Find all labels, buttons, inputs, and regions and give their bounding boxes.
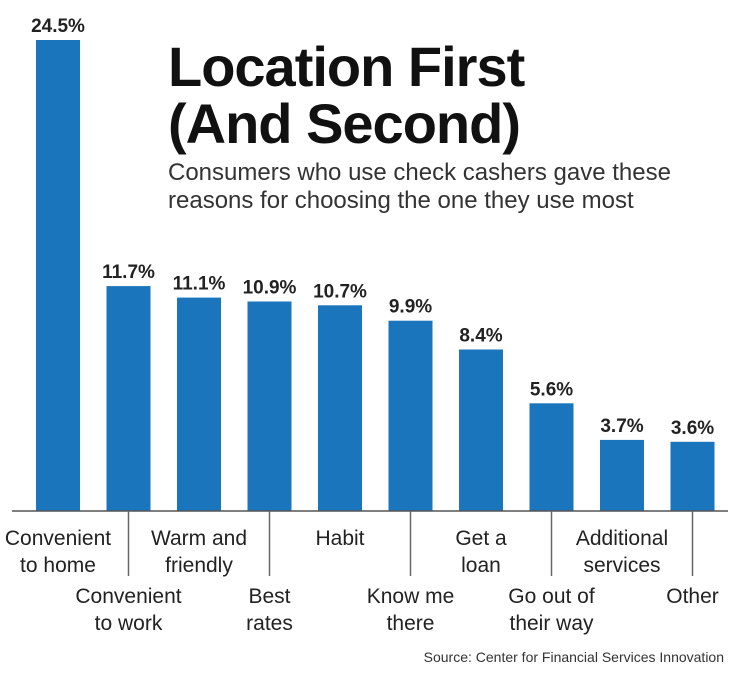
value-label-2: 11.1% [173,274,226,295]
value-label-5: 9.9% [389,297,432,318]
bar-5 [388,320,433,511]
category-label-5: Know me there [367,585,455,635]
bar-2 [177,297,221,511]
category-label-1: Convenient to work [75,585,181,635]
category-label-0-line-0: Convenient [5,527,111,550]
category-label-6: Get a loan [455,527,507,577]
category-label-9: Other [666,585,719,608]
value-label-0: 24.5% [31,16,85,37]
value-label-3: 10.9% [243,278,297,299]
chart-subtitle-line-1: Consumers who use check cashers gave the… [168,159,671,186]
bar-8 [600,439,644,511]
category-label-7-line-0: Go out of [508,585,595,608]
bar-3 [247,301,292,511]
value-labels-group: 24.5% 11.7% 11.1% 10.9% 10.7% 9.9% 8.4% 5.6% 3.7… [31,16,714,439]
category-label-3-line-1: rates [246,612,293,635]
category-label-5-line-0: Know me [367,585,455,608]
category-label-8-line-0: Additional [576,527,668,550]
category-label-7: Go out of their way [508,585,595,635]
category-label-3: Best rates [246,585,293,635]
value-label-8: 3.7% [600,416,643,437]
category-label-6-line-0: Get a [455,527,507,550]
value-label-1: 11.7% [102,262,155,283]
bar-4 [318,305,362,511]
chart-title-line-2: (And Second) [168,92,520,155]
value-label-7: 5.6% [530,379,573,400]
category-ticks-group [127,511,694,576]
bar-9 [670,441,715,511]
category-label-2-line-1: friendly [165,554,233,577]
category-label-3-line-0: Best [248,585,290,608]
category-label-2-line-0: Warm and [151,527,247,550]
bar-0 [36,40,80,511]
category-label-4-line-0: Habit [315,527,364,550]
chart-title-line-1: Location First [168,35,525,98]
category-label-0: Convenient to home [5,527,111,577]
category-label-6-line-1: loan [461,554,501,577]
category-label-5-line-1: there [387,612,435,635]
category-label-2: Warm and friendly [151,527,247,577]
category-label-9-line-0: Other [666,585,719,608]
value-label-9: 3.6% [671,418,714,439]
category-label-7-line-1: their way [509,612,594,635]
source-note: Source: Center for Financial Services In… [424,649,724,665]
bars-group [36,40,715,511]
category-label-8-line-1: services [583,554,660,577]
bar-6 [459,349,503,511]
chart-subtitle-line-2: reasons for choosing the one they use mo… [168,187,634,214]
category-label-8: Additional services [576,527,668,577]
value-label-6: 8.4% [459,326,502,347]
value-label-4: 10.7% [313,281,367,302]
category-label-1-line-1: to work [95,612,163,635]
bar-7 [529,403,574,511]
category-label-1-line-0: Convenient [75,585,181,608]
category-labels-group: Convenient to home Convenient to work Warm a… [5,527,719,635]
category-label-0-line-1: to home [20,554,96,577]
bar-1 [106,286,151,511]
category-label-4: Habit [315,527,364,550]
